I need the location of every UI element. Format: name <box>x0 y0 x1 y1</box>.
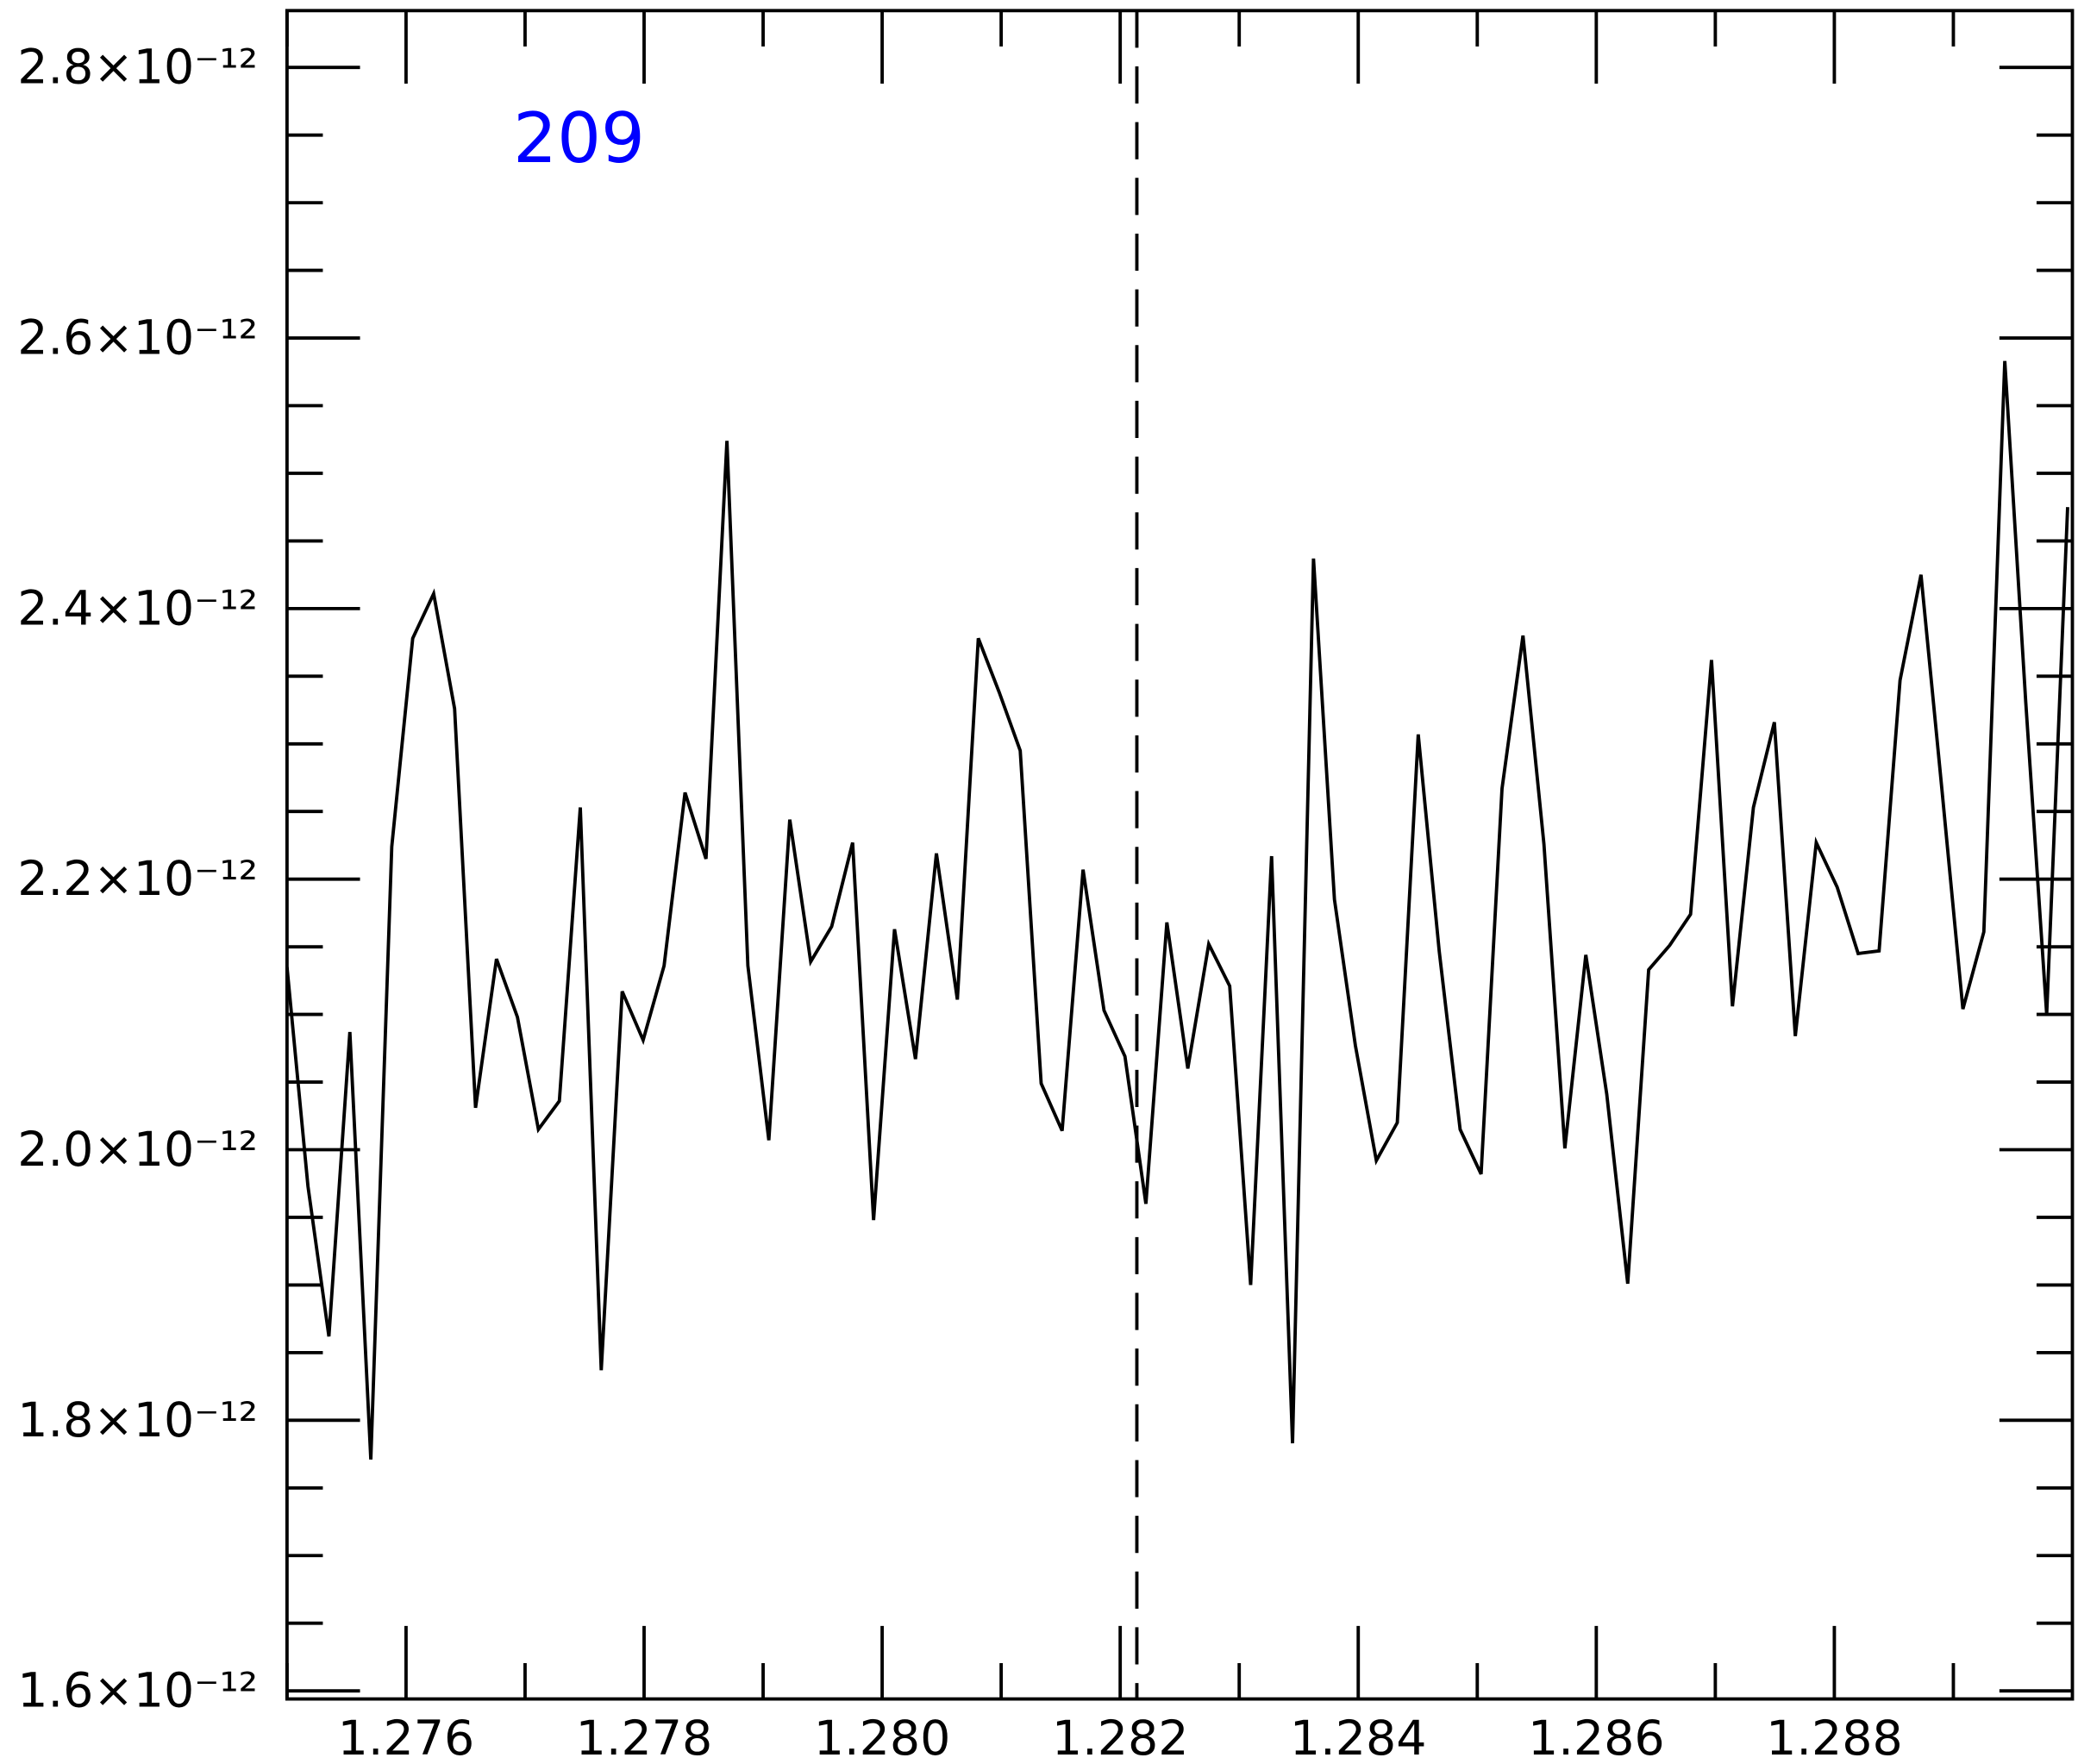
x-tick-label: 1.280 <box>814 1711 951 1764</box>
x-tick-label: 1.278 <box>576 1711 713 1764</box>
data-line <box>286 360 2069 1460</box>
y-tick-label: 2.6×10⁻¹² <box>17 311 258 366</box>
y-tick-label: 1.6×10⁻¹² <box>17 1664 258 1719</box>
x-tick-label: 1.282 <box>1052 1711 1189 1764</box>
y-tick-label: 2.8×10⁻¹² <box>17 41 258 96</box>
x-tick-label: 1.276 <box>338 1711 475 1764</box>
annotation: 209 <box>513 98 645 178</box>
y-tick-label: 2.4×10⁻¹² <box>17 581 258 636</box>
x-tick-label: 1.284 <box>1290 1711 1427 1764</box>
x-tick-label: 1.286 <box>1528 1711 1665 1764</box>
y-tick-label: 1.8×10⁻¹² <box>17 1393 258 1448</box>
y-tick-label: 2.0×10⁻¹² <box>17 1123 258 1178</box>
x-tick-label: 1.288 <box>1766 1711 1903 1764</box>
plot-frame <box>285 9 2075 1701</box>
y-tick-label: 2.2×10⁻¹² <box>17 852 258 907</box>
